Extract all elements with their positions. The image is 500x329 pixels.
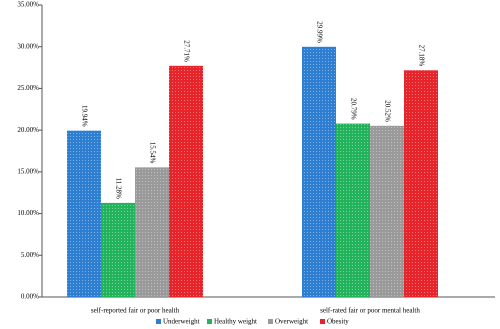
value-label: 15.54% [148, 142, 156, 164]
bar-texture [67, 130, 101, 297]
legend-label: Obesity [327, 318, 349, 326]
y-tick-label: 10.00% [17, 209, 39, 217]
legend-swatch [156, 319, 161, 324]
bar-texture [101, 202, 135, 297]
bar-texture [336, 123, 370, 297]
value-label: 29.99% [315, 21, 323, 43]
y-tick-label: 35.00% [17, 1, 39, 9]
bar-texture [404, 70, 438, 297]
y-tick-label: 25.00% [17, 84, 39, 92]
legend-label: Healthy weight [214, 318, 257, 326]
legend-swatch [207, 319, 212, 324]
legend-swatch [268, 319, 273, 324]
x-tick-label: self-reported fair or poor health [91, 307, 180, 315]
y-tick-label: 20.00% [17, 126, 39, 134]
value-label: 19.94% [80, 105, 88, 127]
y-tick-label: 0.00% [21, 293, 39, 301]
value-label: 27.71% [182, 40, 190, 62]
legend-label: Underweight [163, 318, 200, 326]
y-tick-label: 5.00% [21, 251, 39, 259]
legend-label: Overweight [275, 318, 308, 326]
value-label: 20.52% [383, 100, 391, 122]
bar-texture [370, 125, 404, 298]
bar-texture [169, 65, 203, 297]
value-label: 27.18% [417, 45, 425, 67]
legend-swatch [320, 319, 325, 324]
value-label: 11.28% [114, 178, 122, 199]
value-label: 20.79% [349, 98, 357, 120]
y-tick-label: 15.00% [17, 167, 39, 175]
bar-texture [302, 46, 336, 297]
bar-texture [135, 167, 169, 297]
y-tick-label: 30.00% [17, 42, 39, 50]
x-tick-label: self-rated fair or poor mental health [320, 307, 420, 315]
